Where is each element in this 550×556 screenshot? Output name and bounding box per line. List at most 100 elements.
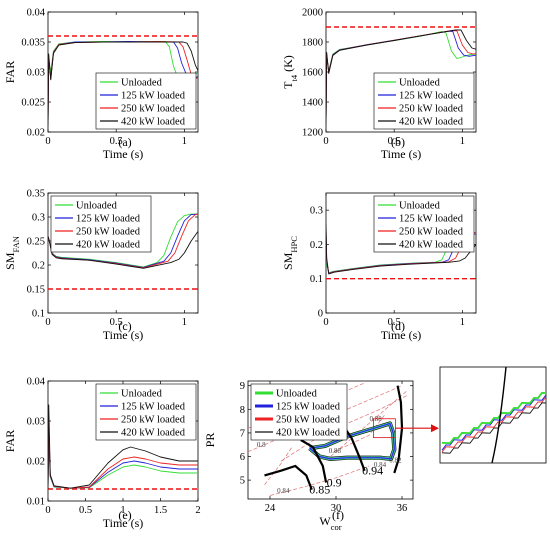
y-tick-label: 0.2	[310, 240, 323, 251]
legend: Unloaded 125 kW loaded 250 kW loaded 420 kW…	[373, 72, 475, 130]
y-tick-label: 9	[240, 381, 245, 392]
series-kw420	[326, 223, 476, 275]
x-tick-label: 2	[195, 505, 200, 516]
y-tick-label: 0.03	[27, 417, 45, 428]
y-tick-label: 0.035	[21, 38, 45, 49]
x-tick-label: 0	[323, 136, 328, 147]
x-axis-label: Time (s)	[103, 328, 144, 342]
y-tick-label: 1400	[302, 98, 323, 109]
y-tick-label: 0.01	[27, 497, 45, 508]
x-tick-label: 0.5	[388, 317, 401, 328]
contour-label: 0.82	[389, 456, 402, 464]
efficiency-contour	[333, 413, 386, 453]
y-tick-label: 1600	[302, 68, 323, 79]
y-axis-label-sub: t4	[289, 74, 299, 81]
legend-label: 420 kW loaded	[121, 117, 186, 128]
legend: Unloaded 125 kW loaded 250 kW loaded 420 kW…	[373, 195, 475, 253]
plot-area	[48, 213, 198, 290]
x-tick-label: 0.5	[388, 136, 401, 147]
y-tick-label: 0.04	[27, 8, 46, 19]
contour-label: 0.88	[329, 447, 342, 455]
y-tick-label: 1200	[302, 128, 323, 139]
x-axis-label: Time (s)	[103, 147, 144, 161]
x-axis-label: Time (s)	[381, 147, 422, 161]
efficiency-contour	[280, 394, 408, 462]
y-tick-label: 0.35	[27, 189, 45, 200]
legend-label: 125 kW loaded	[121, 402, 186, 413]
y-axis-label-sub: HPC	[289, 236, 299, 253]
legend-label: Unloaded	[121, 389, 163, 400]
y-axis-label: FAR	[3, 430, 17, 452]
panel-a: 0 0.5 1 0.02 0.025 0.03 0.035 0.04 Time (s) FAR Un…	[3, 8, 199, 161]
panel-e: 0 0.5 1 1.5 2 0.01 0.02 0.03 0.04 Time (s) FAR Unlo…	[3, 377, 201, 531]
legend-label: Unloaded	[76, 201, 118, 212]
speed-line-label: 0.94	[362, 464, 383, 478]
x-tick-label: 1	[182, 136, 187, 147]
y-tick-label: 0.3	[310, 206, 323, 217]
contour-label: 0.84	[277, 487, 290, 495]
efficiency-contour	[269, 465, 370, 496]
y-axis-label: PR	[203, 433, 217, 448]
legend-label: 125 kW loaded	[399, 214, 464, 225]
x-tick-label: 24	[265, 503, 276, 514]
y-tick-label: 0.25	[27, 237, 45, 248]
x-tick-label: 1	[120, 505, 125, 516]
speed-line	[300, 439, 328, 483]
plot-area	[48, 35, 198, 127]
zoom-arrow-head	[431, 424, 439, 433]
x-tick-label: 1	[460, 136, 465, 147]
y-tick-label: 0.04	[27, 377, 46, 388]
efficiency-contour	[248, 383, 364, 429]
inset-track-kw125	[441, 394, 546, 451]
y-axis-label: SMFAN	[3, 236, 21, 270]
legend-label: 125 kW loaded	[121, 91, 186, 102]
zoom-inset	[439, 366, 547, 464]
plot-area	[326, 26, 476, 125]
panel-d: 0 0.5 1 0 0.1 0.2 0.3 Time (s) SMHPC Unloaded 125 …	[281, 192, 477, 342]
y-tick-label: 0.025	[21, 98, 45, 109]
operating-loop-kw125	[309, 423, 395, 460]
legend: Unloaded 125 kW loaded 250 kW loaded 420 kW…	[50, 195, 152, 253]
panel-caption: (c)	[118, 319, 131, 333]
panel-b: 0 0.5 1 1200 1400 1600 1800 2000 Time (s) Tt4 (K)…	[281, 8, 477, 161]
contour-label: 0.84	[374, 461, 387, 469]
legend-label: 250 kW loaded	[121, 415, 186, 426]
legend-label: 125 kW loaded	[276, 402, 341, 413]
series-kw420	[48, 41, 198, 127]
y-tick-label: 0.02	[27, 457, 45, 468]
x-tick-label: 0.5	[110, 136, 123, 147]
legend-label: 420 kW loaded	[121, 428, 186, 439]
legend: Unloaded 125 kW loaded 250 kW loaded 420 kW…	[95, 383, 197, 441]
y-tick-label: 0	[318, 309, 323, 320]
legend-label: 250 kW loaded	[121, 104, 186, 115]
y-tick-label: 0.1	[310, 274, 323, 285]
legend-label: 250 kW loaded	[276, 415, 341, 426]
x-tick-label: 0	[323, 317, 328, 328]
inset-speed-line	[491, 367, 507, 463]
y-axis-label: Tt4 (K)	[281, 55, 299, 89]
legend-label: 420 kW loaded	[399, 117, 464, 128]
series-kw420	[326, 29, 476, 125]
speed-line-label: 0.9	[327, 475, 342, 489]
legend-label: Unloaded	[121, 78, 163, 89]
y-axis-label-sub: FAN	[11, 236, 21, 252]
y-tick-label: 6	[240, 452, 245, 463]
legend: Unloaded 125 kW loaded 250 kW loaded 420 kW…	[95, 72, 197, 130]
efficiency-contour	[264, 446, 293, 486]
panel-caption: (e)	[118, 508, 131, 522]
y-tick-label: 8	[240, 405, 245, 416]
inset-plot	[441, 367, 546, 463]
y-tick-label: 0.2	[32, 261, 45, 272]
y-axis-label: FAR	[3, 61, 17, 83]
legend-label: 250 kW loaded	[399, 104, 464, 115]
panel-caption: (f)	[332, 508, 344, 522]
x-tick-label: 0	[45, 136, 50, 147]
speed-line-label: 0.85	[309, 483, 330, 497]
contour-label: 0.8	[257, 441, 266, 449]
plot-area: 0.880.880.840.820.80.84	[248, 383, 408, 496]
y-tick-label: 0.02	[27, 128, 45, 139]
panel-caption: (d)	[391, 319, 405, 333]
speed-line	[264, 464, 313, 490]
legend-label: 420 kW loaded	[76, 240, 141, 251]
